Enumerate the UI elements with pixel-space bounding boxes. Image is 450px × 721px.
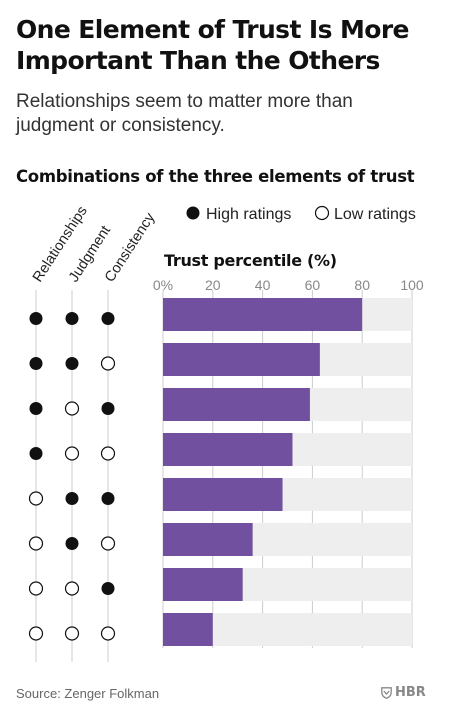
high-rating-dot bbox=[29, 402, 43, 415]
high-rating-dot bbox=[65, 357, 79, 370]
legend-high-marker bbox=[186, 206, 200, 220]
trust-chart: High ratings Low ratings Trust percentile … bbox=[28, 203, 424, 662]
bar bbox=[163, 388, 310, 421]
page-title: One Element of Trust Is More Important T… bbox=[16, 15, 410, 75]
low-rating-dot bbox=[28, 581, 44, 596]
page-subtitle: Relationships seem to matter more than j… bbox=[16, 91, 353, 136]
axis-title: Trust percentile (%) bbox=[164, 251, 337, 270]
high-rating-dot bbox=[29, 312, 43, 325]
legend-high-label: High ratings bbox=[206, 206, 291, 223]
tick-label: 0% bbox=[153, 277, 173, 293]
low-rating-dot bbox=[64, 581, 80, 596]
tick-label: 20 bbox=[205, 277, 221, 293]
high-rating-dot bbox=[65, 537, 79, 550]
bar bbox=[163, 523, 253, 556]
low-rating-dot bbox=[28, 491, 44, 506]
low-rating-dot bbox=[100, 446, 116, 461]
high-rating-dot bbox=[101, 312, 115, 325]
tick-label: 80 bbox=[354, 277, 370, 293]
tick-label: 40 bbox=[255, 277, 271, 293]
matrix-column-label: Consistency bbox=[102, 210, 159, 286]
hbr-logo-text: HBR bbox=[395, 685, 426, 700]
high-rating-dot bbox=[101, 492, 115, 505]
high-rating-dot bbox=[101, 582, 115, 595]
low-rating-dot bbox=[100, 626, 116, 641]
low-rating-dot bbox=[64, 446, 80, 461]
source-note: Source: Zenger Folkman bbox=[16, 686, 160, 701]
tick-label: 100 bbox=[400, 277, 424, 293]
low-rating-dot bbox=[100, 536, 116, 551]
high-rating-dot bbox=[65, 312, 79, 325]
low-rating-dot bbox=[28, 626, 44, 641]
bar bbox=[163, 298, 363, 331]
bar bbox=[163, 433, 293, 466]
high-rating-dot bbox=[65, 492, 79, 505]
tick-label: 60 bbox=[305, 277, 321, 293]
bar bbox=[163, 478, 283, 511]
hbr-logo: HBR bbox=[381, 685, 426, 700]
high-rating-dot bbox=[29, 447, 43, 460]
low-rating-dot bbox=[64, 401, 80, 416]
bar bbox=[163, 343, 320, 376]
hbr-shield-icon bbox=[381, 686, 392, 699]
legend-low-marker bbox=[314, 205, 330, 221]
section-title: Combinations of the three elements of tr… bbox=[16, 167, 415, 186]
low-rating-dot bbox=[64, 626, 80, 641]
legend-low-label: Low ratings bbox=[334, 206, 416, 223]
high-rating-dot bbox=[101, 402, 115, 415]
bar bbox=[163, 568, 243, 601]
bar bbox=[163, 613, 213, 646]
high-rating-dot bbox=[29, 357, 43, 370]
low-rating-dot bbox=[100, 356, 116, 371]
low-rating-dot bbox=[28, 536, 44, 551]
